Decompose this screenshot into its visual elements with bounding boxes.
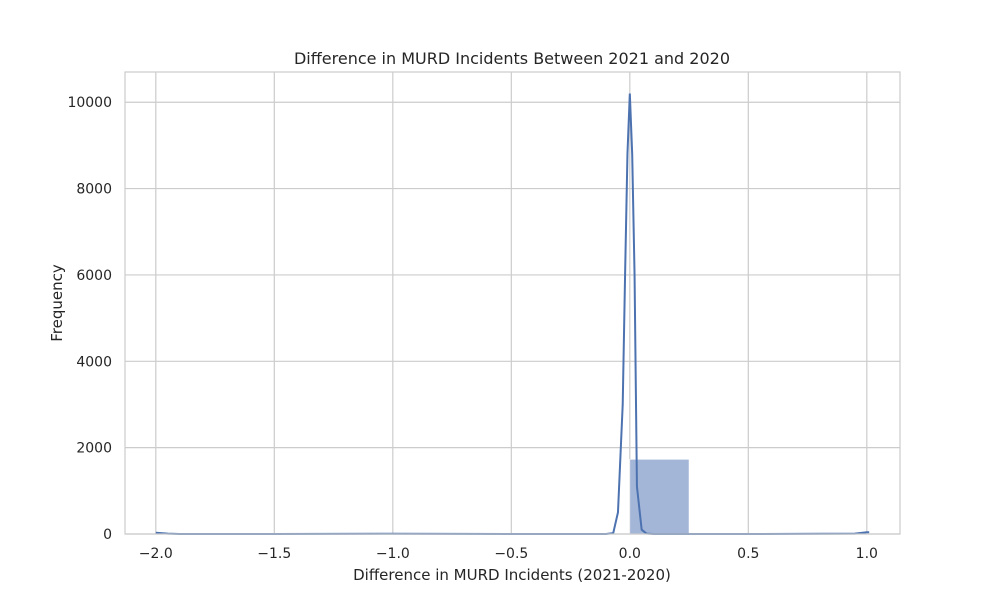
- x-tick-label: −1.0: [376, 546, 410, 562]
- x-tick-label: 0.0: [619, 546, 641, 562]
- y-tick-label: 4000: [76, 354, 112, 370]
- y-tick-label: 10000: [67, 95, 112, 111]
- x-tick-label: 0.5: [737, 546, 759, 562]
- x-tick-label: −1.5: [257, 546, 291, 562]
- y-tick-label: 0: [103, 527, 112, 543]
- y-tick-label: 2000: [76, 441, 112, 457]
- x-axis-label: Difference in MURD Incidents (2021-2020): [353, 566, 671, 584]
- y-axis-label: Frequency: [48, 264, 66, 342]
- grid: [125, 72, 900, 535]
- histogram-bar-2: [629, 459, 690, 535]
- y-tick-label: 8000: [76, 182, 112, 198]
- y-tick-label: 6000: [76, 268, 112, 284]
- chart-title: Difference in MURD Incidents Between 202…: [294, 49, 730, 68]
- plot-frame: [124, 71, 901, 535]
- x-tick-label: −0.5: [494, 546, 528, 562]
- x-tick-label: −2.0: [139, 546, 173, 562]
- x-axis-ticks: −2.0 −1.5 −1.0 −0.5 0.0 0.5 1.0: [139, 546, 878, 562]
- x-tick-label: 1.0: [856, 546, 878, 562]
- y-axis-ticks: 0 2000 4000 6000 8000 10000: [67, 95, 112, 543]
